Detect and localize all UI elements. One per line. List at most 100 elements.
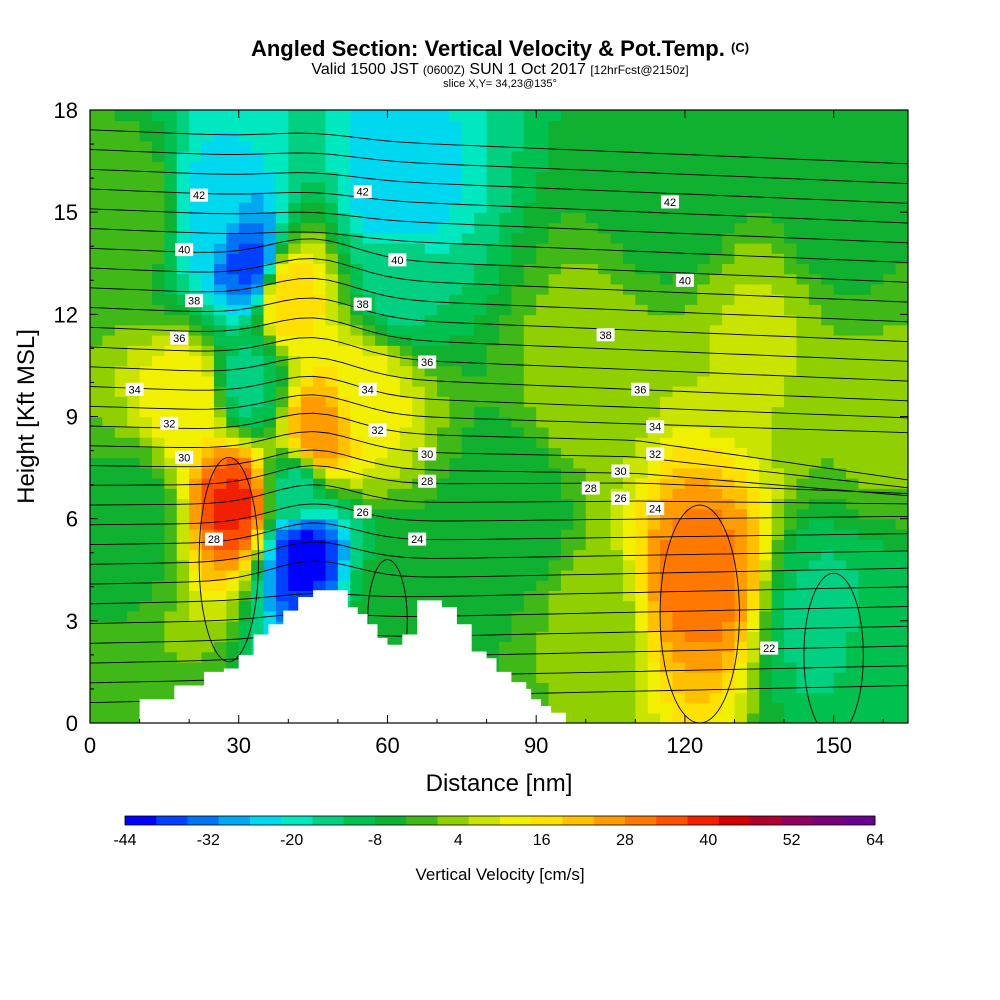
velocity-cell [846,375,860,387]
velocity-cell [350,212,364,224]
velocity-cell [90,171,104,183]
velocity-cell [90,191,104,203]
velocity-cell [511,232,525,244]
velocity-cell [375,355,389,367]
velocity-cell [350,314,364,326]
velocity-cell [796,375,810,387]
velocity-cell [337,334,352,346]
velocity-cell [461,426,476,438]
velocity-cell [238,539,252,551]
velocity-cell [263,181,277,193]
velocity-cell [784,559,798,571]
velocity-cell [796,222,810,234]
velocity-cell [263,263,277,275]
velocity-cell [821,263,835,275]
velocity-cell [536,416,550,428]
velocity-cell [796,569,810,581]
velocity-cell [622,365,637,377]
velocity-cell [610,508,624,520]
velocity-cell [759,212,773,224]
velocity-cell [474,559,488,571]
velocity-cell [499,120,513,132]
velocity-cell [746,222,761,234]
velocity-cell [412,590,426,602]
velocity-cell [895,181,908,193]
velocity-cell [151,110,166,122]
theta-label-box [611,491,630,505]
velocity-cell [883,447,897,459]
velocity-cell [362,222,376,234]
velocity-cell [499,416,513,428]
velocity-cell [771,130,785,142]
velocity-cell [808,528,823,540]
velocity-cell [275,253,290,265]
velocity-cell [375,447,389,459]
velocity-cell [461,304,476,316]
velocity-cell [808,651,823,663]
velocity-cell [201,396,215,408]
velocity-cell [858,396,872,408]
velocity-cell [870,324,885,336]
velocity-cell [883,488,897,500]
velocity-cell [412,120,426,132]
velocity-cell [635,161,649,173]
colorbar-swatch [281,816,313,825]
velocity-cell [833,579,847,591]
velocity-cell [263,498,277,510]
velocity-cell [560,110,575,122]
velocity-cell [114,641,128,653]
velocity-cell [759,539,773,551]
velocity-cell [474,488,488,500]
velocity-cell [164,467,178,479]
velocity-cell [548,590,562,602]
velocity-cell [325,467,339,479]
velocity-cell [622,702,637,714]
velocity-cell [573,283,587,295]
velocity-cell [176,518,190,530]
velocity-cell [325,579,339,591]
velocity-cell [350,590,364,602]
velocity-cell [201,130,215,142]
velocity-cell [226,304,240,316]
velocity-cell [523,549,537,561]
velocity-cell [846,283,860,295]
velocity-cell [350,375,364,387]
velocity-cell [189,508,203,520]
velocity-cell [808,498,823,510]
velocity-cell [263,600,277,612]
velocity-cell [833,140,847,152]
velocity-cell [238,273,252,285]
velocity-cell [412,293,426,305]
velocity-cell [164,549,178,561]
velocity-cell [870,242,885,254]
velocity-cell [238,314,252,326]
velocity-cell [424,590,438,602]
velocity-cell [474,355,488,367]
velocity-cell [647,110,661,122]
velocity-cell [362,406,376,418]
velocity-cell [796,110,810,122]
velocity-cell [511,590,525,602]
velocity-cell [560,120,575,132]
velocity-cell [672,222,686,234]
velocity-cell [90,365,104,377]
velocity-cell [238,477,252,489]
velocity-cell [375,201,389,213]
velocity-cell [622,559,637,571]
velocity-cell [226,385,240,397]
velocity-cell [511,498,525,510]
velocity-cell [821,651,835,663]
velocity-cell [288,334,302,346]
velocity-cell [151,436,166,448]
velocity-cell [883,682,897,694]
velocity-cell [833,498,847,510]
velocity-cell [746,539,761,551]
velocity-cell [288,528,302,540]
velocity-cell [461,314,476,326]
velocity-cell [176,467,190,479]
velocity-cell [325,447,339,459]
velocity-cell [709,120,723,132]
velocity-cell [251,181,265,193]
velocity-cell [213,191,228,203]
velocity-cell [883,528,897,540]
